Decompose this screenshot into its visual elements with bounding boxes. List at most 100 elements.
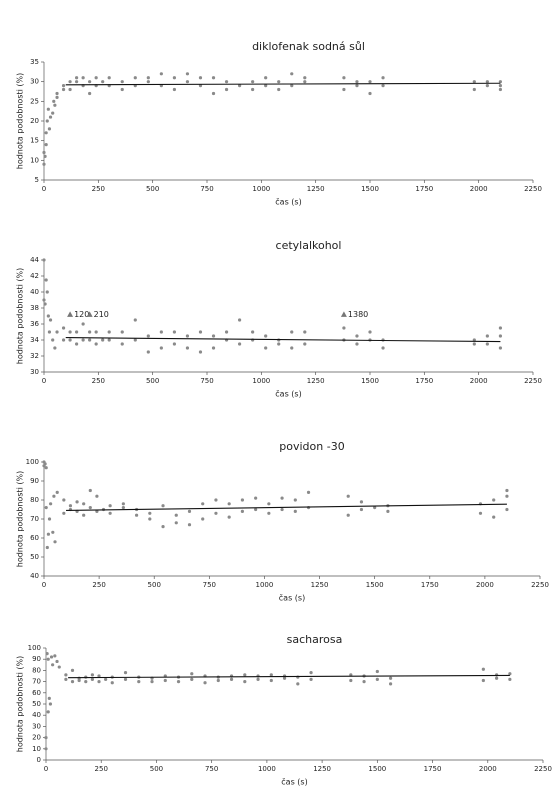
point	[290, 84, 294, 88]
point	[198, 76, 203, 80]
x-axis-label: čas (s)	[281, 777, 307, 787]
point	[355, 80, 359, 84]
point	[146, 80, 150, 84]
point	[101, 80, 105, 84]
y-tick-label: 10	[32, 745, 41, 753]
point	[198, 350, 203, 354]
point	[64, 677, 68, 681]
point	[498, 326, 502, 330]
point	[110, 681, 114, 685]
point	[94, 330, 98, 334]
x-tick-label: 2250	[534, 765, 552, 773]
point	[46, 710, 50, 714]
point	[53, 540, 57, 544]
point	[47, 517, 52, 521]
point	[55, 659, 59, 664]
point	[485, 342, 489, 346]
point	[290, 72, 294, 76]
y-tick-label: 25	[30, 97, 39, 105]
y-tick-label: 40	[30, 572, 39, 580]
point	[303, 330, 307, 334]
point	[75, 80, 79, 84]
point	[508, 672, 512, 676]
trend-line	[65, 337, 501, 343]
point	[238, 318, 242, 322]
point	[190, 677, 194, 681]
point	[133, 338, 137, 342]
point	[269, 673, 273, 677]
point	[45, 119, 49, 123]
point	[211, 76, 216, 80]
point	[62, 511, 66, 515]
x-tick-label: 1000	[256, 581, 274, 589]
point	[68, 330, 72, 334]
point	[277, 80, 281, 84]
y-tick-label: 30	[30, 368, 39, 376]
point	[495, 676, 499, 680]
point	[381, 84, 385, 88]
point	[264, 84, 268, 88]
point	[269, 678, 273, 683]
y-tick-label: 44	[30, 256, 39, 264]
point	[88, 488, 92, 493]
point	[45, 290, 49, 294]
point	[120, 80, 124, 84]
annotation-label: 1380	[348, 310, 368, 319]
x-tick-label: 1750	[415, 377, 433, 385]
point	[159, 72, 163, 76]
point	[251, 330, 255, 334]
point	[146, 350, 150, 354]
point	[203, 681, 207, 685]
point	[159, 330, 163, 334]
y-tick-label: 90	[32, 655, 41, 663]
point	[238, 84, 242, 88]
point	[381, 76, 385, 80]
point	[121, 502, 125, 506]
point	[498, 84, 502, 88]
x-tick-label: 500	[146, 185, 159, 193]
point	[45, 545, 49, 550]
point	[95, 494, 99, 498]
point	[133, 76, 137, 80]
point	[64, 673, 68, 677]
x-tick-label: 2250	[524, 377, 542, 385]
x-tick-label: 500	[148, 581, 161, 589]
point	[224, 80, 229, 84]
x-tick-label: 0	[42, 581, 46, 589]
point	[277, 87, 281, 92]
y-tick-label: 34	[30, 336, 39, 344]
point	[123, 677, 128, 681]
point	[47, 330, 52, 334]
point	[176, 680, 181, 684]
y-tick-label: 80	[30, 496, 39, 504]
point	[303, 80, 307, 84]
point	[48, 318, 53, 322]
point	[44, 736, 48, 740]
point	[485, 84, 489, 88]
point	[375, 677, 379, 681]
point	[498, 334, 502, 338]
y-axis-label: hodnota podobnosti (%)	[16, 268, 25, 365]
point	[55, 91, 59, 96]
point	[373, 506, 377, 510]
point	[296, 682, 300, 686]
x-tick-label: 250	[92, 185, 105, 193]
x-tick-label: 1750	[424, 765, 442, 773]
point	[227, 502, 231, 506]
x-tick-label: 1750	[421, 581, 439, 589]
point	[303, 342, 307, 346]
point	[42, 150, 46, 155]
point	[508, 677, 512, 681]
point	[75, 330, 79, 334]
point	[101, 338, 105, 342]
point	[43, 462, 47, 466]
point	[187, 509, 192, 513]
point	[88, 91, 92, 96]
point	[243, 673, 247, 677]
point	[88, 338, 92, 342]
point	[368, 330, 372, 334]
point	[224, 87, 229, 92]
point	[264, 346, 268, 350]
point	[187, 523, 192, 527]
